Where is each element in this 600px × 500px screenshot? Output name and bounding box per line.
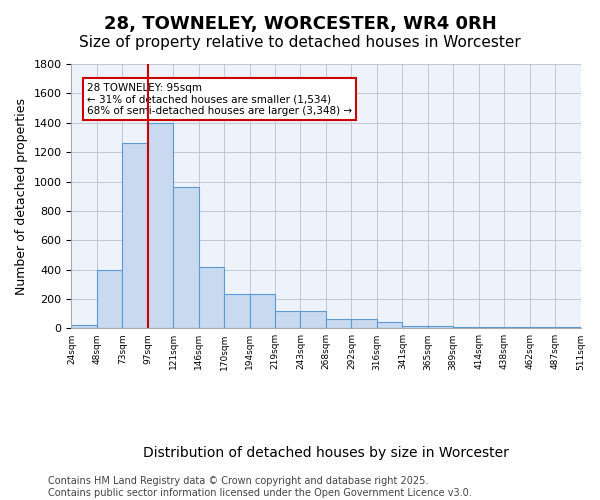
Bar (301, 311, 326, 328)
Bar (224, 294, 250, 328)
Bar (377, 322, 403, 328)
Bar (555, 327, 581, 328)
Bar (173, 188, 199, 328)
Bar (479, 327, 504, 328)
Text: 28, TOWNELEY, WORCESTER, WR4 0RH: 28, TOWNELEY, WORCESTER, WR4 0RH (104, 15, 496, 33)
X-axis label: Distribution of detached houses by size in Worcester: Distribution of detached houses by size … (143, 446, 509, 460)
Bar (326, 319, 352, 328)
Bar (250, 294, 275, 328)
Bar (199, 268, 224, 328)
Text: 28 TOWNELEY: 95sqm
← 31% of detached houses are smaller (1,534)
68% of semi-deta: 28 TOWNELEY: 95sqm ← 31% of detached hou… (86, 82, 352, 116)
Bar (122, 142, 148, 328)
Text: Contains HM Land Registry data © Crown copyright and database right 2025.
Contai: Contains HM Land Registry data © Crown c… (48, 476, 472, 498)
Bar (504, 327, 530, 328)
Bar (530, 327, 555, 328)
Y-axis label: Number of detached properties: Number of detached properties (15, 98, 28, 294)
Text: Size of property relative to detached houses in Worcester: Size of property relative to detached ho… (79, 35, 521, 50)
Bar (428, 326, 453, 328)
Bar (453, 327, 479, 328)
Bar (403, 326, 428, 328)
Bar (148, 122, 173, 328)
Bar (71, 324, 97, 328)
Bar (275, 311, 301, 328)
Bar (97, 270, 122, 328)
Bar (352, 319, 377, 328)
